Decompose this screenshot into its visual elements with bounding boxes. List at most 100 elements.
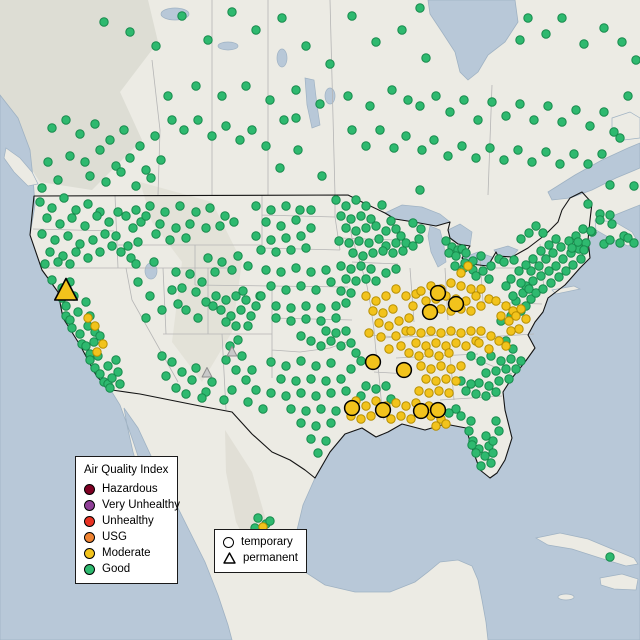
station-good[interactable]: [466, 379, 476, 389]
station-good[interactable]: [506, 274, 516, 284]
station-moderate[interactable]: [416, 328, 426, 338]
station-good[interactable]: [123, 241, 133, 251]
station-good[interactable]: [605, 180, 615, 190]
station-good[interactable]: [221, 295, 231, 305]
station-good[interactable]: [291, 263, 301, 273]
station-good[interactable]: [105, 135, 115, 145]
station-good[interactable]: [53, 257, 63, 267]
station-good[interactable]: [421, 53, 431, 63]
station-moderate[interactable]: [396, 411, 406, 421]
station-good[interactable]: [356, 356, 366, 366]
station-good[interactable]: [375, 125, 385, 135]
station-good[interactable]: [61, 115, 71, 125]
station-good[interactable]: [243, 321, 253, 331]
station-good[interactable]: [343, 91, 353, 101]
station-good[interactable]: [361, 201, 371, 211]
station-good[interactable]: [531, 221, 541, 231]
station-good[interactable]: [296, 281, 306, 291]
station-moderate[interactable]: [404, 348, 414, 358]
station-good[interactable]: [231, 365, 241, 375]
station-good[interactable]: [326, 277, 336, 287]
station-good[interactable]: [276, 374, 286, 384]
station-good[interactable]: [191, 363, 201, 373]
station-good[interactable]: [279, 115, 289, 125]
station-good[interactable]: [586, 226, 596, 236]
station-good[interactable]: [615, 133, 625, 143]
station-good[interactable]: [389, 143, 399, 153]
station-good[interactable]: [155, 219, 165, 229]
station-good[interactable]: [306, 336, 316, 346]
station-good[interactable]: [125, 27, 135, 37]
station-good[interactable]: [351, 195, 361, 205]
station-good[interactable]: [356, 211, 366, 221]
station-good[interactable]: [235, 135, 245, 145]
station-good[interactable]: [177, 283, 187, 293]
station-good[interactable]: [197, 277, 207, 287]
station-good[interactable]: [131, 205, 141, 215]
station-good[interactable]: [281, 361, 291, 371]
station-good[interactable]: [277, 13, 287, 23]
station-good[interactable]: [104, 217, 114, 227]
station-good[interactable]: [221, 317, 231, 327]
station-good[interactable]: [557, 13, 567, 23]
station-good[interactable]: [508, 291, 518, 301]
station-good[interactable]: [556, 242, 566, 252]
station-good[interactable]: [480, 451, 490, 461]
station-good[interactable]: [185, 219, 195, 229]
station-good[interactable]: [203, 253, 213, 263]
station-good[interactable]: [354, 236, 364, 246]
station-good[interactable]: [191, 287, 201, 297]
station-good[interactable]: [414, 234, 424, 244]
station-good[interactable]: [445, 107, 455, 117]
station-good[interactable]: [281, 391, 291, 401]
station-good[interactable]: [291, 215, 301, 225]
station-good[interactable]: [391, 238, 401, 248]
station-moderate[interactable]: [384, 344, 394, 354]
station-good[interactable]: [233, 251, 243, 261]
station-good[interactable]: [374, 234, 384, 244]
station-good[interactable]: [461, 248, 471, 258]
station-good[interactable]: [171, 383, 181, 393]
station-moderate[interactable]: [516, 304, 526, 314]
station-good[interactable]: [271, 301, 281, 311]
station-good[interactable]: [301, 243, 311, 253]
station-good[interactable]: [85, 355, 95, 365]
station-good[interactable]: [459, 95, 469, 105]
station-moderate[interactable]: [471, 291, 481, 301]
station-good[interactable]: [181, 233, 191, 243]
station-good[interactable]: [179, 125, 189, 135]
station-moderate[interactable]: [474, 338, 484, 348]
station-good[interactable]: [185, 269, 195, 279]
station-good[interactable]: [488, 448, 498, 458]
station-good[interactable]: [326, 336, 336, 346]
station-good[interactable]: [95, 369, 105, 379]
station-good[interactable]: [149, 257, 159, 267]
station-good[interactable]: [47, 275, 57, 285]
station-good[interactable]: [246, 311, 256, 321]
station-good[interactable]: [536, 271, 546, 281]
station-good[interactable]: [83, 199, 93, 209]
station-good[interactable]: [415, 3, 425, 13]
station-good[interactable]: [173, 299, 183, 309]
station-good[interactable]: [226, 311, 236, 321]
station-moderate[interactable]: [484, 344, 494, 354]
station-good[interactable]: [365, 101, 375, 111]
station-good[interactable]: [71, 247, 81, 257]
station-good[interactable]: [165, 235, 175, 245]
station-good[interactable]: [341, 386, 351, 396]
station-good[interactable]: [251, 231, 261, 241]
station-good[interactable]: [578, 224, 588, 234]
station-good[interactable]: [241, 81, 251, 91]
station-good[interactable]: [351, 348, 361, 358]
station-good[interactable]: [561, 266, 571, 276]
station-good[interactable]: [451, 404, 461, 414]
station-good[interactable]: [391, 224, 401, 234]
station-good[interactable]: [599, 23, 609, 33]
station-moderate[interactable]: [92, 347, 102, 357]
station-good[interactable]: [358, 251, 368, 261]
station-good[interactable]: [266, 205, 276, 215]
station-good[interactable]: [219, 395, 229, 405]
station-good[interactable]: [276, 267, 286, 277]
station-moderate[interactable]: [391, 398, 401, 408]
station-good[interactable]: [501, 364, 511, 374]
